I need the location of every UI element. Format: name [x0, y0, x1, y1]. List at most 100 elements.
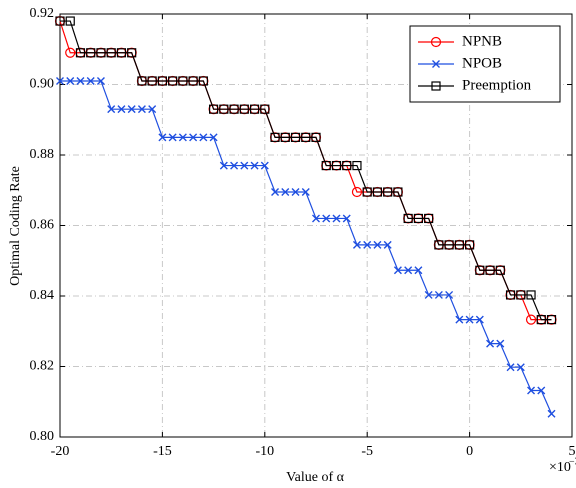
data-point — [270, 132, 280, 142]
data-point — [178, 76, 188, 86]
data-point — [260, 104, 270, 114]
legend-marker — [431, 81, 441, 91]
data-point — [455, 315, 464, 324]
data-point — [547, 409, 556, 418]
data-point — [536, 315, 546, 325]
y-tick-label: 0.82 — [30, 359, 55, 374]
x-tick-label: 5 — [569, 444, 576, 459]
data-point — [127, 48, 137, 58]
data-point — [312, 214, 320, 223]
data-point — [86, 76, 95, 85]
data-point — [260, 161, 269, 170]
data-point — [209, 133, 218, 142]
data-point — [301, 132, 311, 142]
data-point — [475, 265, 485, 275]
y-tick-label: 0.92 — [30, 6, 55, 21]
data-point — [96, 76, 105, 85]
data-point — [168, 133, 177, 142]
data-point — [383, 240, 392, 249]
data-point — [148, 105, 157, 114]
data-point — [107, 105, 116, 114]
data-point — [363, 240, 372, 249]
data-point — [496, 339, 505, 348]
data-point — [352, 240, 361, 249]
data-point — [188, 76, 198, 86]
data-point — [249, 104, 260, 114]
data-point — [404, 266, 413, 275]
data-point — [229, 104, 239, 114]
data-point — [414, 266, 423, 275]
data-point — [56, 76, 64, 85]
data-point — [65, 47, 76, 58]
data-point — [403, 213, 413, 224]
data-point — [178, 133, 187, 142]
data-point — [352, 160, 362, 171]
data-point — [250, 161, 259, 170]
data-point — [55, 16, 65, 26]
x-tick-label: -5 — [361, 444, 373, 459]
data-point — [342, 160, 352, 171]
x-tick-label: -15 — [153, 444, 172, 459]
data-point — [271, 188, 280, 197]
data-point — [96, 48, 106, 58]
data-point — [342, 214, 351, 223]
data-point — [281, 188, 290, 197]
data-point — [373, 240, 382, 249]
x-tick-label: 0 — [466, 444, 473, 459]
data-point — [137, 105, 146, 114]
data-point — [137, 76, 147, 86]
data-point — [301, 188, 310, 197]
data-point — [434, 290, 443, 299]
y-tick-label: 0.88 — [30, 147, 55, 162]
data-point — [66, 76, 75, 85]
data-point — [525, 314, 537, 325]
data-point — [372, 187, 383, 197]
data-point — [322, 214, 331, 223]
data-point — [157, 76, 167, 86]
data-point — [526, 290, 536, 300]
data-point — [424, 213, 434, 224]
data-point — [239, 104, 249, 114]
data-point — [351, 186, 363, 198]
y-tick-label: 0.84 — [30, 288, 55, 303]
legend-marker — [432, 60, 440, 68]
data-point — [86, 48, 96, 58]
data-point — [413, 213, 423, 224]
legend-label: NPOB — [462, 55, 502, 71]
data-point — [393, 187, 403, 197]
data-point — [454, 240, 464, 250]
data-point — [240, 161, 249, 170]
data-point — [75, 48, 86, 58]
data-point — [434, 240, 444, 250]
y-axis-label: Optimal Coding Rate — [8, 166, 23, 286]
data-point — [198, 76, 208, 86]
data-point — [505, 290, 516, 300]
data-point — [332, 214, 341, 223]
data-point — [106, 48, 116, 58]
data-point — [321, 160, 331, 171]
x-tick-label: -20 — [51, 444, 70, 459]
data-point — [362, 187, 372, 197]
data-point — [393, 266, 402, 275]
data-point — [495, 265, 505, 275]
data-point — [445, 290, 454, 299]
y-tick-label: 0.80 — [30, 429, 55, 444]
y-tick-label: 0.86 — [30, 218, 55, 233]
legend-label: NPNB — [462, 33, 502, 49]
data-point — [168, 76, 178, 86]
data-point — [290, 132, 301, 142]
data-point — [117, 105, 126, 114]
plot-frame — [59, 13, 573, 438]
data-point — [506, 363, 515, 372]
data-point — [465, 240, 475, 250]
data-point — [189, 133, 198, 142]
data-point — [199, 133, 208, 142]
x-multiplier: ×10 — [549, 460, 571, 475]
data-point — [230, 161, 239, 170]
legend-marker — [430, 36, 442, 48]
x-axis-label: Value of α — [286, 470, 345, 485]
data-point — [219, 104, 229, 114]
data-point — [291, 188, 300, 197]
legend-label: Preemption — [462, 77, 532, 93]
